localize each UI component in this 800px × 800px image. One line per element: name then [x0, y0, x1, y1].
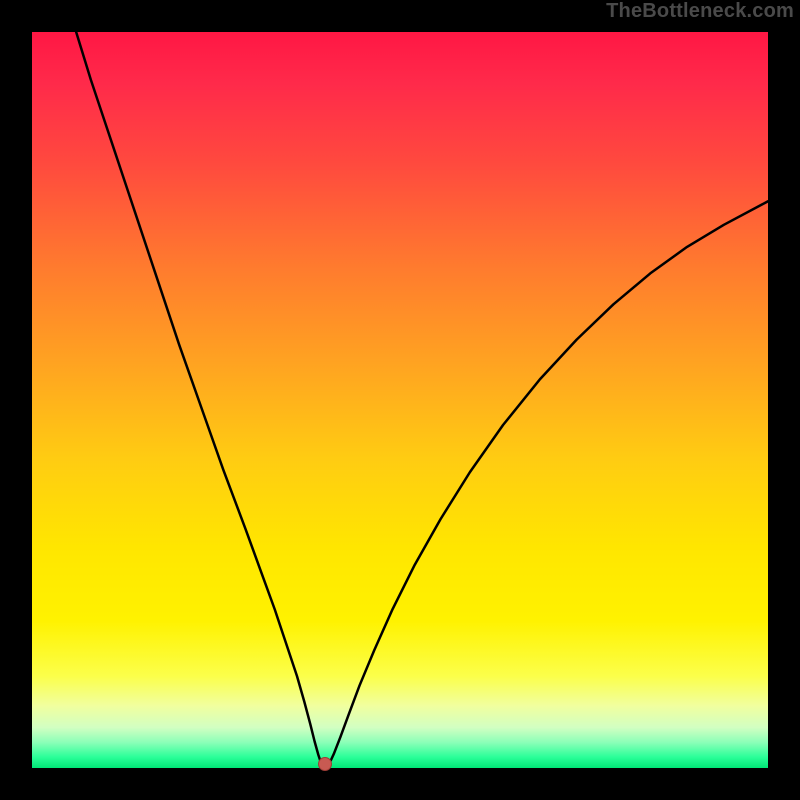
watermark-text: TheBottleneck.com [606, 0, 794, 23]
bottleneck-curve [76, 32, 768, 768]
plot-area [32, 32, 768, 768]
curve-svg [32, 32, 768, 768]
chart-frame: TheBottleneck.com [0, 0, 800, 800]
optimum-marker [318, 757, 332, 771]
